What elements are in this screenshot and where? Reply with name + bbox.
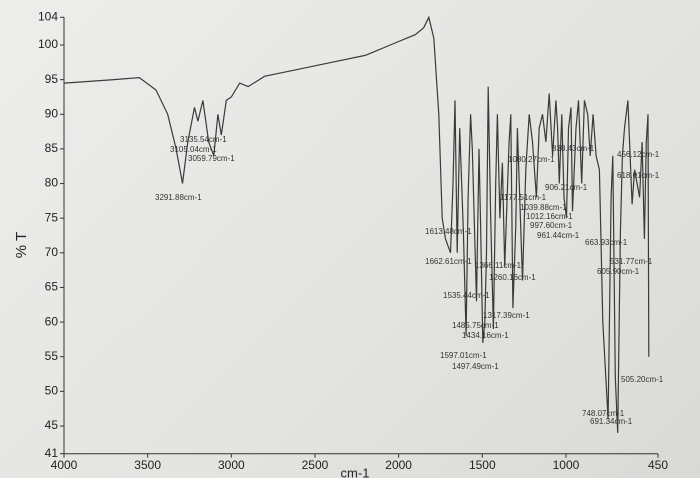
y-tick-label: 104 [38, 9, 58, 23]
peak-label: 1366.11cm-1 [475, 261, 522, 270]
peak-label: 3105.04cm-1 [170, 145, 217, 154]
peak-label: 906.21cm-1 [545, 183, 588, 192]
peak-label: 505.20cm-1 [621, 375, 664, 384]
x-axis-label: cm-1 [341, 465, 370, 478]
peak-label: 3135.54cm-1 [180, 135, 227, 144]
y-tick-label: 45 [45, 418, 59, 432]
peak-label: 1535.44cm-1 [443, 291, 490, 300]
x-tick-label: 3500 [134, 458, 161, 472]
y-tick-label: 70 [45, 245, 59, 259]
peak-label: 1080.27cm-1 [508, 155, 555, 164]
x-tick-label: 3000 [218, 458, 245, 472]
peak-label: 1485.75cm-1 [452, 321, 499, 330]
peak-label: 3059.79cm-1 [188, 154, 235, 163]
peak-label: 997.60cm-1 [530, 221, 573, 230]
peak-label: 1260.16cm-1 [489, 273, 536, 282]
peak-label: 1177.51cm-1 [500, 193, 547, 202]
y-tick-label: 65 [45, 280, 59, 294]
peak-label: 531.77cm-1 [610, 257, 653, 266]
y-tick-label: 80 [45, 176, 59, 190]
peak-label: 1613.48cm-1 [425, 227, 472, 236]
peak-label: 1317.39cm-1 [483, 311, 530, 320]
peak-label: 1662.61cm-1 [425, 257, 472, 266]
peak-label: 1597.01cm-1 [440, 351, 487, 360]
x-tick-label: 2500 [302, 458, 329, 472]
x-tick-label: 450 [648, 458, 668, 472]
y-axis-label: % T [13, 232, 30, 258]
peak-label: 1012.16cm-1 [526, 212, 573, 221]
y-tick-label: 100 [38, 37, 58, 51]
peak-label: 961.44cm-1 [537, 231, 580, 240]
peak-label: 1039.88cm-1 [520, 203, 567, 212]
peak-label: 1497.49cm-1 [452, 362, 499, 371]
y-tick-label: 41 [45, 446, 59, 460]
peak-label: 663.93cm-1 [585, 238, 628, 247]
x-tick-label: 1000 [553, 458, 580, 472]
y-tick-label: 55 [45, 349, 59, 363]
y-tick-label: 85 [45, 141, 59, 155]
spectrum-line [63, 15, 650, 433]
x-tick-label: 2000 [385, 458, 412, 472]
peak-label: 1434.16cm-1 [462, 331, 509, 340]
y-tick-label: 50 [45, 384, 59, 398]
y-tick-label: 75 [45, 210, 59, 224]
peak-label: 605.90cm-1 [597, 267, 640, 276]
peak-label: 691.34cm-1 [590, 417, 633, 426]
y-tick-label: 90 [45, 106, 59, 120]
y-tick-label: 60 [45, 314, 59, 328]
peak-label: 618.01cm-1 [617, 171, 660, 180]
peak-label: 838.43cm-1 [552, 144, 595, 153]
y-tick-label: 95 [45, 72, 59, 86]
peak-label: 456.12cm-1 [617, 150, 660, 159]
x-tick-label: 4000 [51, 458, 78, 472]
peak-label: 748.07cm-1 [582, 409, 625, 418]
x-tick-label: 1500 [469, 458, 496, 472]
peak-label: 3291.88cm-1 [155, 193, 202, 202]
